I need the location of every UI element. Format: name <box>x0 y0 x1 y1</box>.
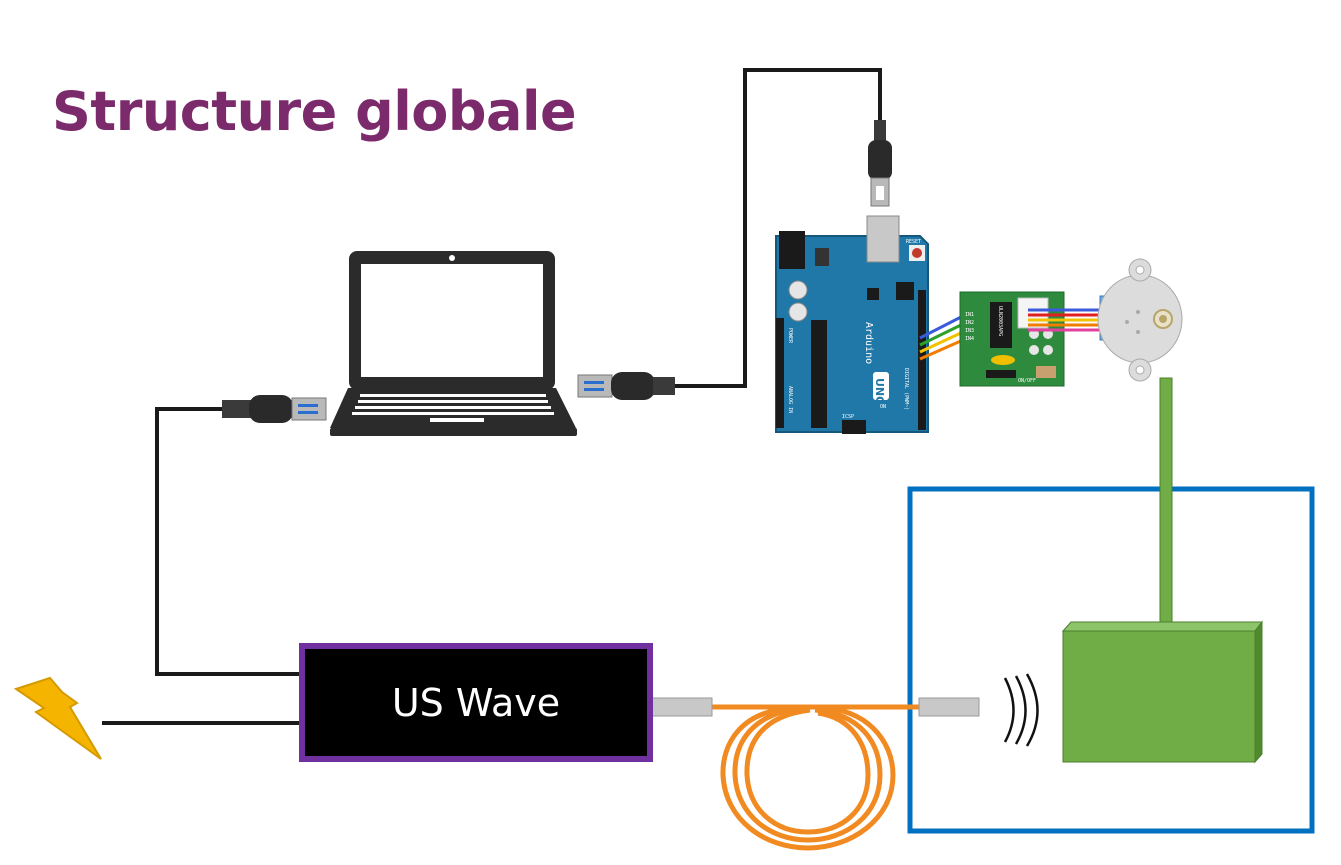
generator-label: US Wave <box>392 681 560 725</box>
driver-switch-label: ON/OFF <box>1018 378 1036 384</box>
driver-chip-label: ULN2003APG <box>997 306 1003 336</box>
optical-fiber-coil-icon <box>712 704 920 851</box>
cable-usb-arduino <box>655 68 882 388</box>
arduino-on-label: ON <box>880 404 886 410</box>
driver-pin-1: IN1 <box>965 312 974 318</box>
arduino-power-label: POWER <box>787 328 793 344</box>
control-wires <box>919 314 964 361</box>
arduino-digital-label: DIGITAL (PWM~) <box>903 368 909 410</box>
fiber-ferrule-left <box>651 697 713 717</box>
stepper-driver-icon: ULN2003APG ON/OFF IN1 IN2 IN3 IN4 <box>959 291 1065 387</box>
us-wave-generator: US Wave <box>299 643 653 762</box>
arduino-brand-label: Arduino <box>863 322 874 364</box>
arduino-icsp-label: ICSP <box>842 414 854 420</box>
arduino-reset-label: RESET <box>906 239 921 245</box>
usb-b-connector-icon <box>868 120 892 207</box>
motor-wires <box>1028 308 1100 332</box>
sample-block <box>1061 620 1264 764</box>
driver-pin-3: IN3 <box>965 328 974 334</box>
driver-pin-2: IN2 <box>965 320 974 326</box>
sample-rod <box>1159 377 1173 625</box>
arduino-uno-icon: Arduino UNO ICSP RESET DIGITAL (PWM~) PO… <box>775 215 929 434</box>
usb-a-connector-icon-right <box>577 372 675 400</box>
stepper-motor-icon <box>1097 258 1183 382</box>
sample-enclosure <box>907 486 1315 834</box>
page-title: Structure globale <box>52 80 577 143</box>
lightning-bolt <box>13 676 102 760</box>
driver-pin-4: IN4 <box>965 336 974 342</box>
fiber-ferrule-right <box>918 697 980 717</box>
ultrasound-waves-icon <box>1003 673 1039 747</box>
laptop-icon <box>330 251 577 436</box>
arduino-analog-label: ANALOG IN <box>787 386 793 413</box>
lightning-icon <box>13 676 102 760</box>
arduino-model-label: UNO <box>873 378 886 406</box>
cable-usb-generator <box>155 407 300 676</box>
usb-a-connector-icon-left <box>222 395 327 423</box>
